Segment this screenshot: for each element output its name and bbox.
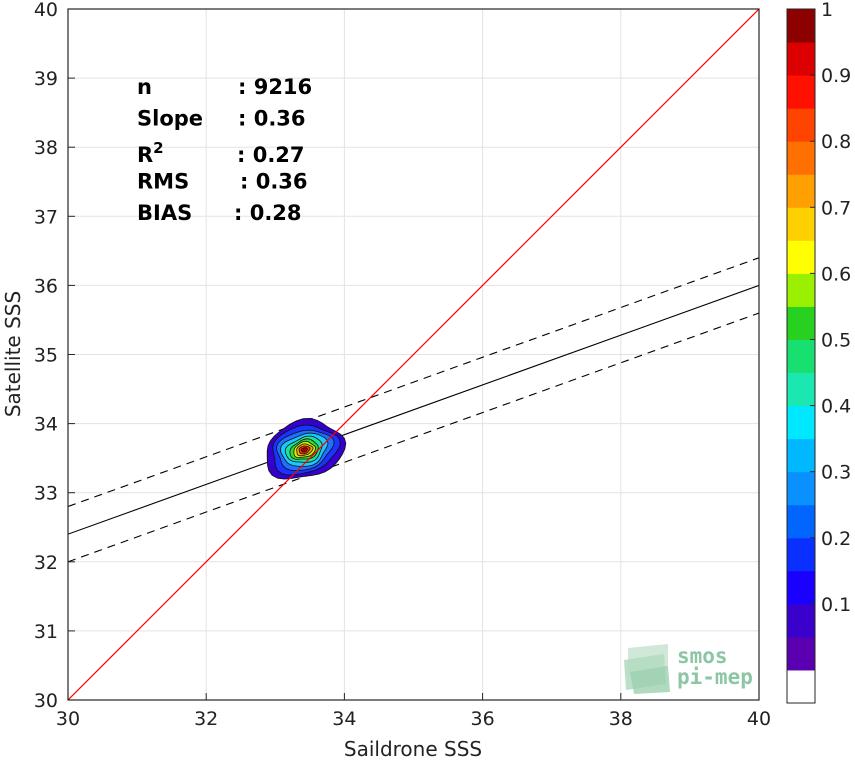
stat-value: : 0.36 (238, 107, 306, 131)
reference-lines (68, 257, 759, 563)
density-contours (266, 417, 347, 480)
colorbar-segment (787, 603, 815, 638)
colorbar-segment (787, 405, 815, 440)
colorbar-segment (787, 570, 815, 605)
colorbar-tick-label: 0.8 (821, 131, 851, 153)
colorbar-segment (787, 207, 815, 241)
colorbar-segment (787, 42, 815, 76)
colorbar-segment (787, 339, 815, 374)
colorbar-segment (787, 636, 815, 671)
colorbar-frame (786, 8, 816, 704)
y-tick-label: 32 (34, 552, 58, 574)
x-axis-ticks: 30 32 34 36 38 40 (56, 693, 771, 730)
stat-value: : 9216 (238, 75, 312, 99)
colorbar-tick-label: 0.9 (821, 65, 851, 87)
y-tick-label: 36 (34, 275, 58, 297)
colorbar-tick-label: 0.2 (821, 528, 851, 550)
y-tick-label: 31 (34, 621, 58, 643)
y-axis-label: Satellite SSS (1, 291, 25, 417)
upper-band-line (68, 257, 759, 508)
y-tick-label: 34 (34, 414, 58, 436)
colorbar-segment (787, 240, 815, 274)
x-tick-label: 38 (609, 708, 633, 730)
colorbar-tick-label: 0.7 (821, 197, 851, 219)
colorbar-tick-label: 0.6 (821, 263, 851, 285)
identity-line (68, 9, 759, 700)
colorbar-segment (787, 141, 815, 175)
x-tick-label: 34 (332, 708, 356, 730)
colorbar-segment (787, 438, 815, 473)
colorbar-tick-label: 0.5 (821, 329, 851, 351)
colorbar-segment (787, 108, 815, 142)
stat-value: : 0.27 (237, 143, 305, 167)
colorbar-segment (787, 537, 815, 572)
y-tick-label: 30 (34, 690, 58, 712)
colorbar: 0.1 0.2 0.3 0.4 0.5 0.6 0.7 0.8 0.9 1 (786, 0, 851, 704)
logo-line-1: smos (677, 644, 728, 668)
colorbar-tick-label: 0.4 (821, 396, 851, 418)
stat-key: n (137, 75, 152, 99)
colorbar-segment (787, 471, 815, 506)
stat-value: : 0.36 (240, 170, 308, 194)
stat-key: BIAS (137, 201, 192, 225)
colorbar-segment (787, 75, 815, 109)
y-tick-label: 40 (34, 0, 58, 21)
colorbar-segment (787, 504, 815, 539)
y-axis-ticks: 30 31 32 33 34 35 36 37 38 39 40 (34, 0, 75, 712)
y-tick-label: 33 (34, 483, 58, 505)
regression-line (68, 284, 759, 535)
y-tick-label: 37 (34, 206, 58, 228)
colorbar-tick-label: 0.3 (821, 462, 851, 484)
colorbar-segment (787, 273, 815, 307)
x-tick-label: 30 (56, 708, 80, 730)
colorbar-segment (787, 372, 815, 407)
y-tick-label: 38 (34, 137, 58, 159)
colorbar-segment (787, 9, 815, 43)
lower-band-line (68, 312, 759, 563)
x-tick-label: 36 (471, 708, 495, 730)
stat-key: Slope (137, 107, 203, 131)
identity-line-group (68, 9, 759, 700)
y-tick-label: 35 (34, 345, 58, 367)
grid (67, 8, 760, 701)
logo-wave-3 (630, 666, 670, 694)
colorbar-segment (787, 669, 815, 704)
x-tick-label: 32 (194, 708, 218, 730)
colorbar-segment (787, 174, 815, 208)
stat-value: : 0.28 (234, 201, 302, 225)
colorbar-segment (787, 306, 815, 340)
colorbar-tick-label: 0.1 (821, 594, 851, 616)
stat-key: RMS (137, 170, 189, 194)
colorbar-tick-label: 1 (821, 0, 833, 21)
density-contour-level (300, 447, 308, 453)
x-tick-label: 40 (747, 708, 771, 730)
y-tick-label: 39 (34, 68, 58, 90)
logo-line-2: pi-mep (677, 665, 753, 689)
x-axis-label: Saildrone SSS (344, 737, 482, 761)
